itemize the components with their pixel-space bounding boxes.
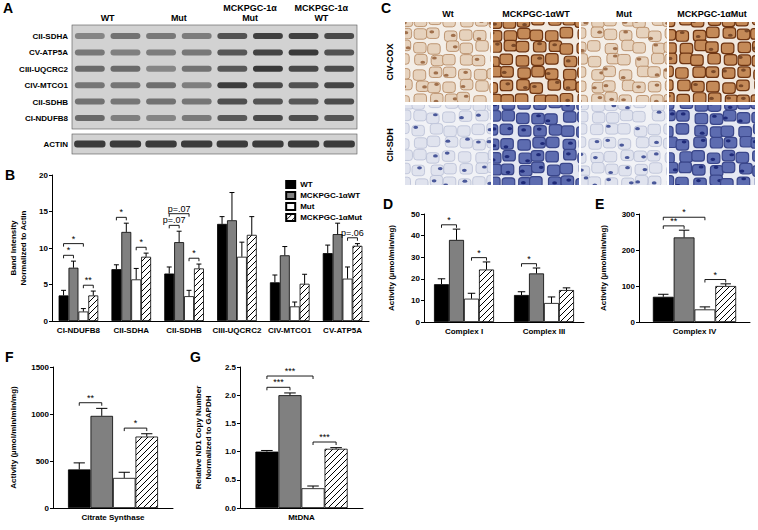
svg-text:G: G: [190, 349, 201, 365]
svg-text:*: *: [134, 418, 138, 428]
svg-text:Normalized to GAPDH: Normalized to GAPDH: [204, 395, 213, 479]
svg-text:Complex I: Complex I: [445, 327, 483, 336]
svg-text:*: *: [447, 215, 451, 225]
svg-text:Activity (µmol/min/mg): Activity (µmol/min/mg): [387, 225, 396, 311]
svg-text:CIV-COX: CIV-COX: [385, 43, 395, 80]
svg-text:500: 500: [36, 457, 50, 466]
svg-text:WT: WT: [101, 13, 115, 23]
svg-text:Mut: Mut: [616, 9, 632, 19]
svg-text:F: F: [5, 349, 14, 365]
svg-text:MtDNA: MtDNA: [288, 513, 315, 522]
svg-text:B: B: [5, 167, 15, 183]
svg-text:D: D: [383, 196, 393, 212]
svg-text:CIV-MTCO1: CIV-MTCO1: [268, 326, 312, 335]
svg-text:*: *: [192, 248, 196, 258]
svg-text:MCKPGC-1αWT: MCKPGC-1αWT: [300, 191, 360, 200]
svg-text:***: ***: [319, 432, 330, 442]
svg-text:***: ***: [285, 366, 296, 376]
svg-text:20: 20: [39, 171, 48, 180]
svg-text:ACTIN: ACTIN: [44, 140, 69, 149]
svg-text:*: *: [477, 248, 481, 258]
svg-text:20: 20: [411, 274, 420, 283]
svg-text:MCKPGC-1α: MCKPGC-1α: [295, 3, 349, 13]
svg-text:100: 100: [622, 282, 636, 291]
svg-text:300: 300: [622, 210, 636, 219]
svg-text:CII-SDHB: CII-SDHB: [166, 326, 202, 335]
svg-text:MCKPGC-1α: MCKPGC-1α: [223, 3, 277, 13]
svg-text:**: **: [85, 275, 93, 285]
svg-text:*: *: [139, 237, 143, 247]
svg-text:Mut: Mut: [171, 13, 187, 23]
svg-text:0.0: 0.0: [225, 504, 237, 513]
svg-text:CIV-MTCO1: CIV-MTCO1: [24, 81, 68, 90]
svg-text:p=.07: p=.07: [168, 204, 191, 214]
svg-text:0: 0: [416, 318, 421, 327]
svg-text:CII-SDHA: CII-SDHA: [32, 32, 68, 41]
svg-text:1000: 1000: [31, 410, 49, 419]
svg-text:10: 10: [39, 244, 48, 253]
svg-text:CV-ATP5A: CV-ATP5A: [323, 326, 362, 335]
svg-text:Complex III: Complex III: [523, 327, 566, 336]
svg-text:Activity (µmol/min/mg): Activity (µmol/min/mg): [599, 225, 608, 311]
svg-text:0: 0: [631, 318, 636, 327]
svg-text:1.0: 1.0: [225, 447, 237, 456]
svg-text:CII-SDHA: CII-SDHA: [113, 326, 149, 335]
svg-text:C: C: [381, 0, 391, 16]
svg-text:*: *: [682, 207, 686, 217]
svg-text:1500: 1500: [31, 363, 49, 372]
svg-text:0: 0: [44, 317, 49, 326]
svg-text:CI-NDUFB8: CI-NDUFB8: [25, 114, 69, 123]
svg-text:CII-SDH: CII-SDH: [385, 128, 395, 162]
svg-text:15: 15: [39, 207, 48, 216]
svg-text:40: 40: [411, 231, 420, 240]
svg-text:*: *: [527, 254, 531, 264]
svg-text:MCKPGC-1αMut: MCKPGC-1αMut: [300, 213, 362, 222]
svg-text:*: *: [714, 270, 718, 280]
svg-text:50: 50: [411, 210, 420, 219]
svg-text:WT: WT: [314, 13, 328, 23]
svg-text:CIII-UQCRC2: CIII-UQCRC2: [212, 326, 261, 335]
svg-text:**: **: [87, 393, 95, 403]
svg-text:0: 0: [45, 504, 50, 513]
svg-text:p=.06: p=.06: [341, 228, 364, 238]
svg-text:Citrate Synthase: Citrate Synthase: [81, 513, 145, 522]
svg-text:5: 5: [44, 280, 49, 289]
svg-text:CI-NDUFB8: CI-NDUFB8: [57, 326, 101, 335]
svg-text:*: *: [67, 245, 71, 255]
svg-text:A: A: [3, 0, 13, 16]
svg-text:30: 30: [411, 253, 420, 262]
svg-text:Band Intensity: Band Intensity: [9, 220, 18, 276]
svg-text:*: *: [120, 207, 124, 217]
svg-text:Normalized to Actin: Normalized to Actin: [19, 210, 28, 285]
svg-text:Complex IV: Complex IV: [673, 327, 717, 336]
svg-text:MCKPGC-1αMut: MCKPGC-1αMut: [677, 9, 747, 19]
svg-text:2.0: 2.0: [225, 391, 237, 400]
svg-text:Activity (µmol/min/min/mg): Activity (µmol/min/min/mg): [9, 386, 18, 489]
svg-text:*: *: [72, 234, 76, 244]
svg-text:***: ***: [273, 377, 284, 387]
svg-text:p=.07: p=.07: [163, 215, 186, 225]
svg-text:CII-SDHB: CII-SDHB: [32, 98, 68, 107]
svg-text:WT: WT: [300, 180, 313, 189]
svg-text:E: E: [595, 196, 604, 212]
svg-text:0.5: 0.5: [225, 475, 237, 484]
svg-text:2.5: 2.5: [225, 363, 237, 372]
svg-text:10: 10: [411, 296, 420, 305]
svg-text:MCKPGC-1αWT: MCKPGC-1αWT: [502, 9, 570, 19]
svg-text:Mut: Mut: [242, 13, 258, 23]
svg-text:CV-ATP5A: CV-ATP5A: [29, 48, 68, 57]
svg-text:200: 200: [622, 246, 636, 255]
svg-text:1.5: 1.5: [225, 419, 237, 428]
svg-text:CIII-UQCRC2: CIII-UQCRC2: [19, 65, 68, 74]
svg-text:Mut: Mut: [300, 202, 315, 211]
svg-text:Wt: Wt: [442, 9, 454, 19]
svg-text:Relative ND1 Copy Number: Relative ND1 Copy Number: [194, 386, 203, 490]
